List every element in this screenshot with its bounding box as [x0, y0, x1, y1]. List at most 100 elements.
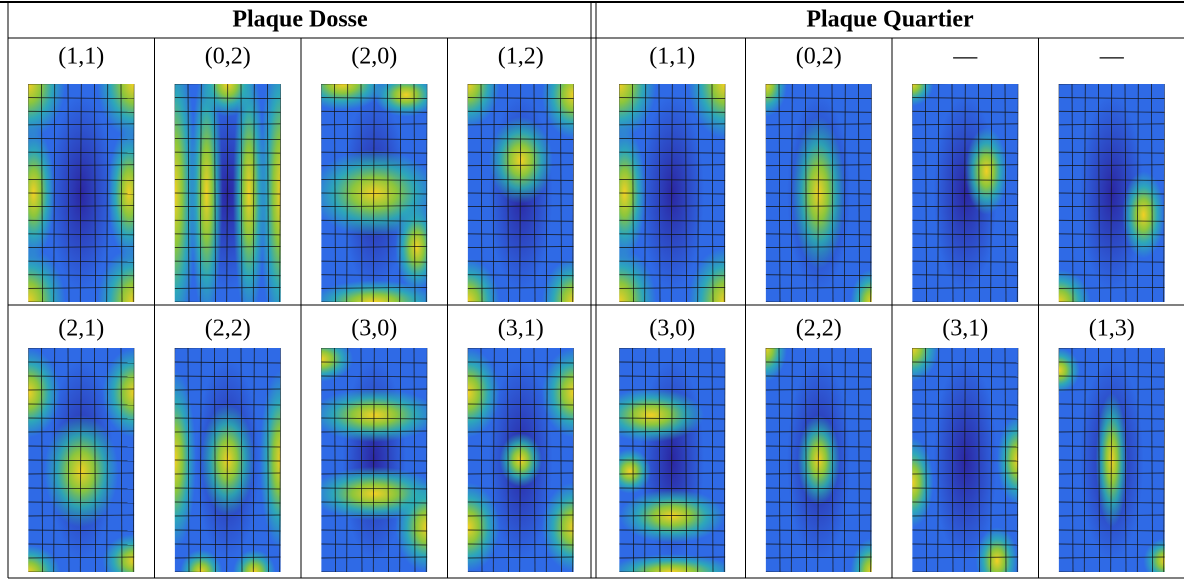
mesh-line [1058, 233, 1165, 236]
heat-blob [541, 84, 574, 139]
heat-blob [975, 527, 1019, 572]
mesh-line [963, 348, 966, 572]
mode-plot [28, 348, 135, 572]
heat-blob [107, 127, 135, 259]
mesh-line [226, 84, 229, 302]
mesh-line [321, 301, 359, 302]
mesh-line [174, 287, 281, 289]
mesh-line [174, 459, 281, 462]
mesh-line [951, 348, 954, 572]
mesh-line [132, 84, 135, 302]
mesh-line [978, 84, 980, 302]
mesh-line [817, 348, 820, 572]
mesh-line [765, 430, 872, 433]
heat-blob [1058, 348, 1080, 393]
mesh-line [28, 205, 135, 207]
mesh-line [321, 138, 428, 140]
mesh-line [174, 348, 212, 349]
mesh-line [28, 403, 135, 406]
mesh-line [28, 556, 135, 559]
mesh-line [360, 84, 363, 302]
mesh-line [28, 348, 66, 349]
heat-blob [28, 348, 61, 438]
mesh-line [1016, 348, 1019, 572]
mesh-line [619, 138, 726, 140]
mesh-line [1058, 205, 1165, 207]
mesh-line [174, 571, 212, 572]
mesh-line [765, 571, 803, 572]
mesh-line [321, 459, 428, 462]
mesh-line [912, 219, 1019, 222]
mesh-line [765, 301, 803, 302]
dark-band [640, 94, 705, 292]
mesh-line [28, 417, 135, 420]
mesh-line [467, 375, 574, 378]
mesh-line [572, 348, 574, 572]
group-title: Plaque Dosse [232, 7, 368, 33]
mesh-line [413, 84, 416, 302]
mesh-line [321, 388, 428, 391]
mesh-line [1058, 246, 1165, 248]
mesh-line [1058, 543, 1165, 546]
mesh-line [28, 459, 135, 462]
mesh-line [1058, 571, 1096, 572]
mesh-line [765, 417, 872, 420]
mesh-line [174, 123, 281, 126]
heat-blob [1122, 171, 1165, 259]
mesh-line [467, 514, 574, 517]
mesh-line [467, 260, 574, 263]
mesh-line [174, 501, 281, 504]
mesh-line [765, 459, 872, 462]
mesh-line [321, 179, 428, 181]
mesh-line [467, 403, 574, 406]
mesh-line [28, 123, 135, 126]
mesh-line [765, 219, 872, 222]
mesh-line [765, 375, 872, 378]
mode-label: (3,1) [498, 316, 544, 342]
mesh-line [28, 571, 66, 572]
mesh-line [1058, 472, 1165, 475]
mode-label: — [952, 44, 978, 70]
mesh-line [467, 301, 505, 302]
mesh-line [951, 84, 954, 302]
heat-blob [374, 84, 428, 117]
mesh-line [619, 151, 726, 154]
mesh-line [619, 301, 657, 302]
mesh-line [28, 348, 29, 427]
mesh-line [1058, 192, 1165, 195]
mode-label: (2,2) [796, 316, 842, 342]
dark-band [933, 359, 998, 561]
heat-blob [102, 348, 135, 438]
mesh-line [174, 472, 281, 475]
mesh-line [765, 274, 872, 277]
mesh-line [912, 571, 950, 572]
mesh-line [174, 84, 212, 85]
mesh-line [519, 348, 522, 572]
mesh-line [765, 138, 872, 140]
mesh-line [467, 274, 574, 277]
mesh-line [831, 84, 834, 302]
mesh-line [28, 192, 135, 195]
mesh-line [1058, 375, 1165, 378]
mesh-line [765, 123, 872, 126]
mesh-line [912, 388, 1019, 391]
mode-label: (1,2) [498, 44, 544, 70]
mesh-line [697, 348, 700, 572]
mesh-line [174, 192, 281, 195]
mesh-line [619, 84, 620, 161]
mesh-line [321, 445, 428, 448]
mesh-line [619, 556, 726, 559]
mesh-line [321, 84, 359, 85]
heat-blob [321, 149, 428, 237]
mesh-line [321, 514, 428, 517]
mesh-line [467, 110, 574, 113]
mode-label: (2,0) [351, 44, 397, 70]
mesh-line [619, 487, 726, 490]
mesh-line [619, 97, 726, 99]
mode-label: (2,1) [58, 316, 104, 342]
mesh-line [467, 205, 574, 207]
mesh-line [467, 361, 574, 364]
mesh-line [467, 348, 469, 427]
mode-label: (1,1) [649, 44, 695, 70]
